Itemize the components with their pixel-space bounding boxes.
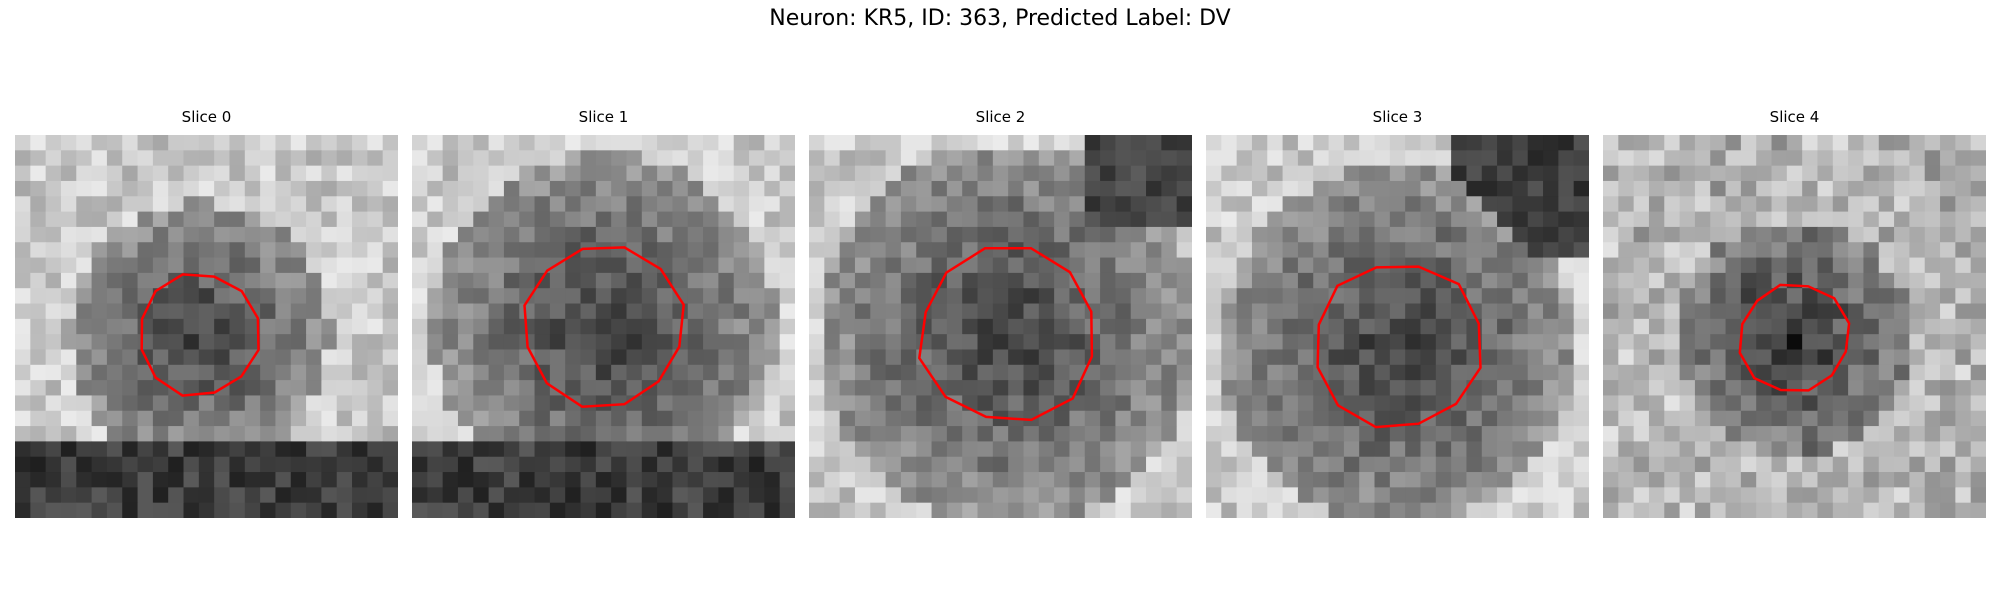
slice-title: Slice 1 (578, 108, 629, 126)
roi-contour (140, 273, 260, 397)
slice-title: Slice 0 (181, 108, 232, 126)
roi-contour (917, 246, 1094, 422)
slice-image (1206, 135, 1589, 518)
slice-title: Slice 4 (1769, 108, 1820, 126)
figure-title: Neuron: KR5, ID: 363, Predicted Label: D… (769, 6, 1231, 31)
slice-image (809, 135, 1192, 518)
slice-title: Slice 2 (975, 108, 1026, 126)
roi-contour (1738, 283, 1851, 392)
slice-title: Slice 3 (1372, 108, 1423, 126)
roi-contour (523, 246, 685, 408)
slice-image (15, 135, 398, 518)
roi-contour (1316, 265, 1482, 429)
slice-image (1603, 135, 1986, 518)
slice-image (412, 135, 795, 518)
